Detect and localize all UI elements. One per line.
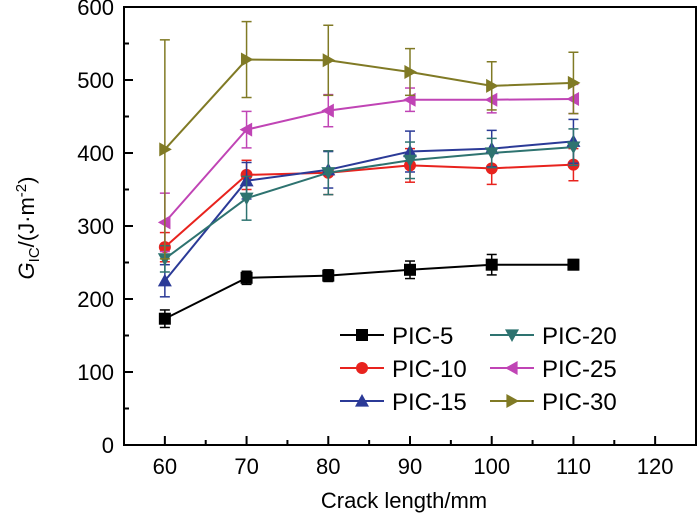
legend-label: PIC-10 bbox=[392, 356, 467, 383]
series-line-pic-30 bbox=[164, 58, 574, 151]
x-tick-label: 100 bbox=[473, 454, 510, 479]
y-tick-label: 200 bbox=[77, 287, 114, 312]
legend-label: PIC-20 bbox=[542, 323, 617, 350]
y-axis-subscript: IC bbox=[26, 247, 43, 262]
x-tick-label: 90 bbox=[398, 454, 422, 479]
data-point-pic-5 bbox=[485, 258, 498, 271]
y-tick-label: 300 bbox=[77, 214, 114, 239]
legend-item-pic-10: PIC-10 bbox=[340, 356, 467, 383]
data-point-pic-30 bbox=[404, 64, 417, 79]
data-point-pic-20 bbox=[321, 167, 336, 180]
series-pic-15 bbox=[157, 118, 581, 298]
x-tick-label: 70 bbox=[234, 454, 258, 479]
series-line-pic-5 bbox=[164, 263, 574, 320]
legend-marker bbox=[355, 394, 369, 407]
data-point-pic-30 bbox=[240, 52, 254, 67]
series-pic-30 bbox=[159, 20, 581, 260]
data-point-pic-5 bbox=[404, 263, 416, 276]
legend: PIC-5 PIC-10 PIC-15 PIC-20 PIC-25 PIC-30 bbox=[340, 323, 617, 416]
series-line-pic-20 bbox=[164, 146, 574, 260]
legend-label: PIC-25 bbox=[542, 356, 617, 383]
plot-area: 60 70 80 90 100 110 120 0 100 200 300 400 500 600 bbox=[77, 0, 697, 479]
data-point-pic-20 bbox=[239, 192, 254, 206]
data-point-pic-25 bbox=[321, 103, 334, 118]
data-point-pic-5 bbox=[240, 271, 253, 284]
y-axis-unit-suffix: ) bbox=[14, 177, 39, 184]
data-point-pic-25 bbox=[239, 122, 253, 137]
y-tick-label: 400 bbox=[77, 141, 114, 166]
y-axis-unit-prefix: /(J·m bbox=[14, 197, 39, 247]
data-point-pic-20 bbox=[403, 154, 417, 168]
legend-item-pic-20: PIC-20 bbox=[490, 323, 617, 350]
legend-marker bbox=[356, 329, 368, 341]
data-point-pic-20 bbox=[484, 147, 499, 160]
data-point-pic-30 bbox=[567, 75, 581, 90]
x-tick-label: 120 bbox=[637, 454, 674, 479]
legend-label: PIC-30 bbox=[542, 389, 617, 416]
legend-marker bbox=[505, 329, 519, 342]
series-pic-20 bbox=[157, 128, 581, 273]
x-axis-title: Crack length/mm bbox=[321, 488, 487, 513]
y-axis-unit-exponent: -2 bbox=[13, 184, 30, 197]
y-axis-symbol: G bbox=[14, 262, 39, 279]
legend-item-pic-30: PIC-30 bbox=[490, 389, 617, 416]
x-tick-label: 110 bbox=[556, 454, 591, 479]
data-point-pic-25 bbox=[403, 92, 416, 107]
data-point-pic-5 bbox=[322, 269, 335, 282]
data-point-pic-15 bbox=[157, 273, 172, 287]
data-point-pic-20 bbox=[566, 141, 581, 155]
data-point-pic-30 bbox=[159, 142, 172, 157]
legend-label: PIC-5 bbox=[392, 323, 453, 350]
data-point-pic-30 bbox=[322, 53, 336, 68]
series-pic-5 bbox=[158, 253, 580, 329]
legend-label: PIC-15 bbox=[392, 389, 467, 416]
legend-item-pic-5: PIC-5 bbox=[340, 323, 453, 350]
legend-marker bbox=[506, 394, 519, 408]
series-line-pic-15 bbox=[164, 140, 574, 282]
legend-item-pic-15: PIC-15 bbox=[340, 389, 467, 416]
data-point-pic-5 bbox=[567, 258, 580, 271]
y-tick-label: 600 bbox=[77, 0, 114, 20]
y-tick-label: 0 bbox=[102, 433, 114, 458]
data-point-pic-5 bbox=[158, 312, 171, 325]
series-line-pic-25 bbox=[164, 97, 574, 224]
y-tick-label: 100 bbox=[77, 360, 114, 385]
data-point-pic-30 bbox=[486, 78, 499, 93]
x-tick-label: 60 bbox=[153, 454, 177, 479]
series-line-pic-10 bbox=[164, 163, 574, 248]
legend-item-pic-25: PIC-25 bbox=[490, 356, 617, 383]
y-axis-title: GIC/(J·m-2) bbox=[13, 177, 43, 280]
y-tick-label: 500 bbox=[77, 68, 114, 93]
legend-marker bbox=[505, 361, 518, 375]
y-axis-title-text: GIC/(J·m-2) bbox=[13, 177, 43, 280]
x-tick-label: 80 bbox=[316, 454, 340, 479]
legend-marker bbox=[356, 362, 368, 374]
